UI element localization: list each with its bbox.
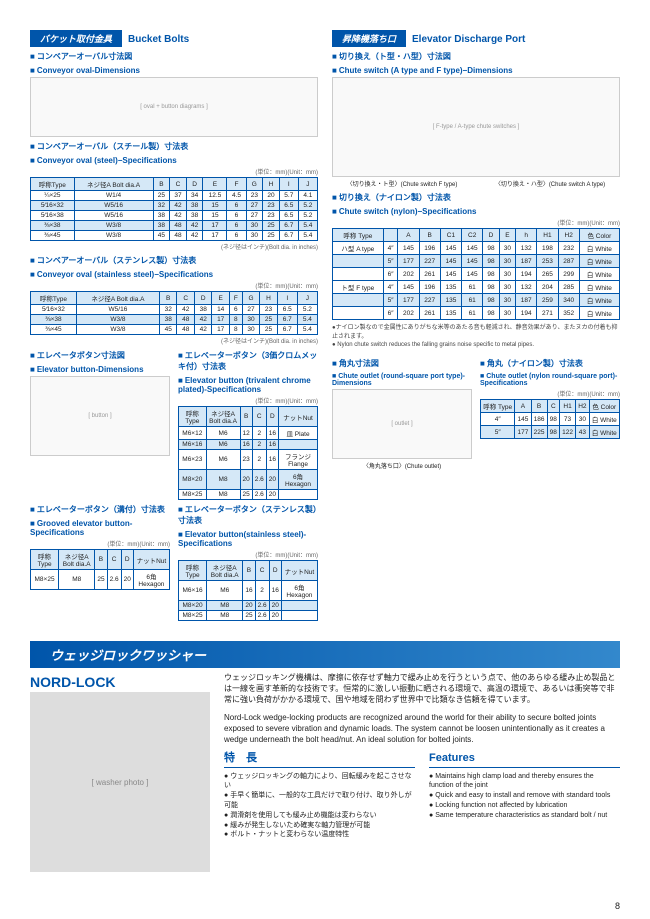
unit4: (単位：mm)(Unit：mm) xyxy=(30,539,170,548)
feat-en-list: Maintains high clamp load and thereby en… xyxy=(429,772,620,821)
ss-jp: コンベアーオーバル（ステンレス製）寸法表 xyxy=(30,255,318,266)
table-outlet: 呼称 TypeABCH1H2色 Color4″145186987330白 Whi… xyxy=(480,399,620,439)
table-chrome: 呼称Typeネジ径A Bolt dia.ABCDナットNutM6×12M6122… xyxy=(178,406,318,500)
conveyor-dim-en: Conveyor oval-Dimensions xyxy=(30,66,318,75)
table-groove: 呼称Typeネジ径A Bolt dia.ABCDナットNutM8×25M8252… xyxy=(30,549,170,590)
wedge-en: Nord-Lock wedge-locking products are rec… xyxy=(224,712,620,746)
elev-ss-jp: エレベーターボタン（ステンレス製）寸法表 xyxy=(178,504,318,526)
feat-jp-list: ウェッジロッキングの軸力により、回転緩みを起こさせない手早く簡単に、一般的な工具… xyxy=(224,772,415,841)
feat-en-hdr: Features xyxy=(429,751,620,767)
discharge-tag: 昇降機落ち口 xyxy=(332,30,406,47)
elev-dim-jp: エレベータボタン寸法図 xyxy=(30,350,170,361)
groove-en: Grooved elevator button-Specifications xyxy=(30,519,170,537)
steel-jp: コンベアーオーバル（スチール製）寸法表 xyxy=(30,141,318,152)
feat-jp-hdr: 特 長 xyxy=(224,751,415,767)
unit5: (単位：mm)(Unit：mm) xyxy=(178,550,318,559)
wedge-image: [ washer photo ] xyxy=(30,692,210,872)
conveyor-dim-jp: コンベアーオーバル寸法図 xyxy=(30,51,318,62)
elev-chrome-jp: エレベーターボタン（3価クロムメッキ付）寸法表 xyxy=(178,350,318,372)
table-ss: 呼称Typeネジ径A Bolt dia.ABCDEFGHIJ5⁄16×32W5/… xyxy=(30,291,318,335)
elev-diagram: [ button ] xyxy=(30,376,170,456)
outlet-dim-en: Chute outlet (round-square port type)-Di… xyxy=(332,373,472,387)
chute-nylon-en: Chute switch (nylon)−Specifications xyxy=(332,207,620,216)
unit3: (単位：mm)(Unit：mm) xyxy=(178,396,318,405)
outlet-spec-en: Chute outlet (nylon round-square port)-S… xyxy=(480,373,620,387)
note-jp: ●ナイロン製なので金属性にありがちな米等のあたる音も軽減され、静音効果があり、ま… xyxy=(332,322,620,340)
discharge-title-en: Elevator Discharge Port xyxy=(412,34,525,45)
right-column: 昇降機落ち口 Elevator Discharge Port 切り換え（ト型・ハ型… xyxy=(332,30,620,621)
elev-dim-en: Elevator button-Dimensions xyxy=(30,365,170,374)
bolt-note1: (ネジ径はインチ)(Bolt dia. in inches) xyxy=(30,242,318,251)
ss-en: Conveyor oval (stainless steel)−Specific… xyxy=(30,270,318,279)
chute-nylon-jp: 切り換え（ナイロン製）寸法表 xyxy=(332,192,620,203)
table-chute: 呼称 TypeABC1C2DEhH1H2色 Colorハ型 A type4″14… xyxy=(332,228,620,320)
table-elev-ss: 呼称Typeネジ径A Bolt dia.ABCDナットNutM6×16M6162… xyxy=(178,560,318,621)
unit6: (単位：mm)(Unit：mm) xyxy=(332,218,620,227)
nordlock-logo: NORD-LOCK xyxy=(30,674,210,690)
wedge-jp: ウェッジロッキング機構は、摩擦に依存せず軸力で緩み止めを行うという点で、他のあら… xyxy=(224,672,620,706)
page-number: 8 xyxy=(615,901,620,911)
table-steel: 呼称Typeネジ径A Bolt dia.ABCDEFGHIJ¼×25W1/425… xyxy=(30,177,318,241)
unit2: (単位：mm)(Unit：mm) xyxy=(30,281,318,290)
steel-en: Conveyor oval (steel)−Specifications xyxy=(30,156,318,165)
bucket-title-en: Bucket Bolts xyxy=(128,34,189,45)
conveyor-diagram: [ oval + button diagrams ] xyxy=(30,77,318,137)
wedge-band: ウェッジロックワッシャー xyxy=(30,641,620,668)
elev-chrome-en: Elevator button (trivalent chrome plated… xyxy=(178,376,318,394)
chute-dim-en: Chute switch (A type and F type)−Dimensi… xyxy=(332,66,620,75)
chute-dim-jp: 切り換え（ト型・ハ型）寸法図 xyxy=(332,51,620,62)
wedge-section: NORD-LOCK [ washer photo ] ウェッジロッキング機構は、… xyxy=(0,672,650,882)
groove-jp: エレベーターボタン（溝付）寸法表 xyxy=(30,504,170,515)
left-column: バケット取付金具 Bucket Bolts コンベアーオーバル寸法図 Convey… xyxy=(30,30,318,621)
chute-diagram: [ F-type / A-type chute switches ] xyxy=(332,77,620,177)
outlet-diagram: [ outlet ] xyxy=(332,389,472,459)
cap-ftype: 〈切り換え・ト型〉(Chute switch F type) xyxy=(332,179,472,188)
elev-ss-en: Elevator button(stainless steel)-Specifi… xyxy=(178,530,318,548)
cap-atype: 〈切り換え・ハ型〉(Chute switch A type) xyxy=(480,179,620,188)
outlet-spec-jp: 角丸（ナイロン製）寸法表 xyxy=(480,358,620,369)
note-en: ● Nylon chute switch reduces the falling… xyxy=(332,342,620,348)
unit1: (単位：mm)(Unit：mm) xyxy=(30,167,318,176)
bucket-tag: バケット取付金具 xyxy=(30,30,122,47)
unit7: (単位：mm)(Unit：mm) xyxy=(480,389,620,398)
bolt-note2: (ネジ径はインチ)(Bolt dia. in inches) xyxy=(30,336,318,345)
outlet-dim-jp: 角丸寸法図 xyxy=(332,358,472,369)
cap-outlet: 〈角丸落ち口〉(Chute outlet) xyxy=(332,461,472,470)
